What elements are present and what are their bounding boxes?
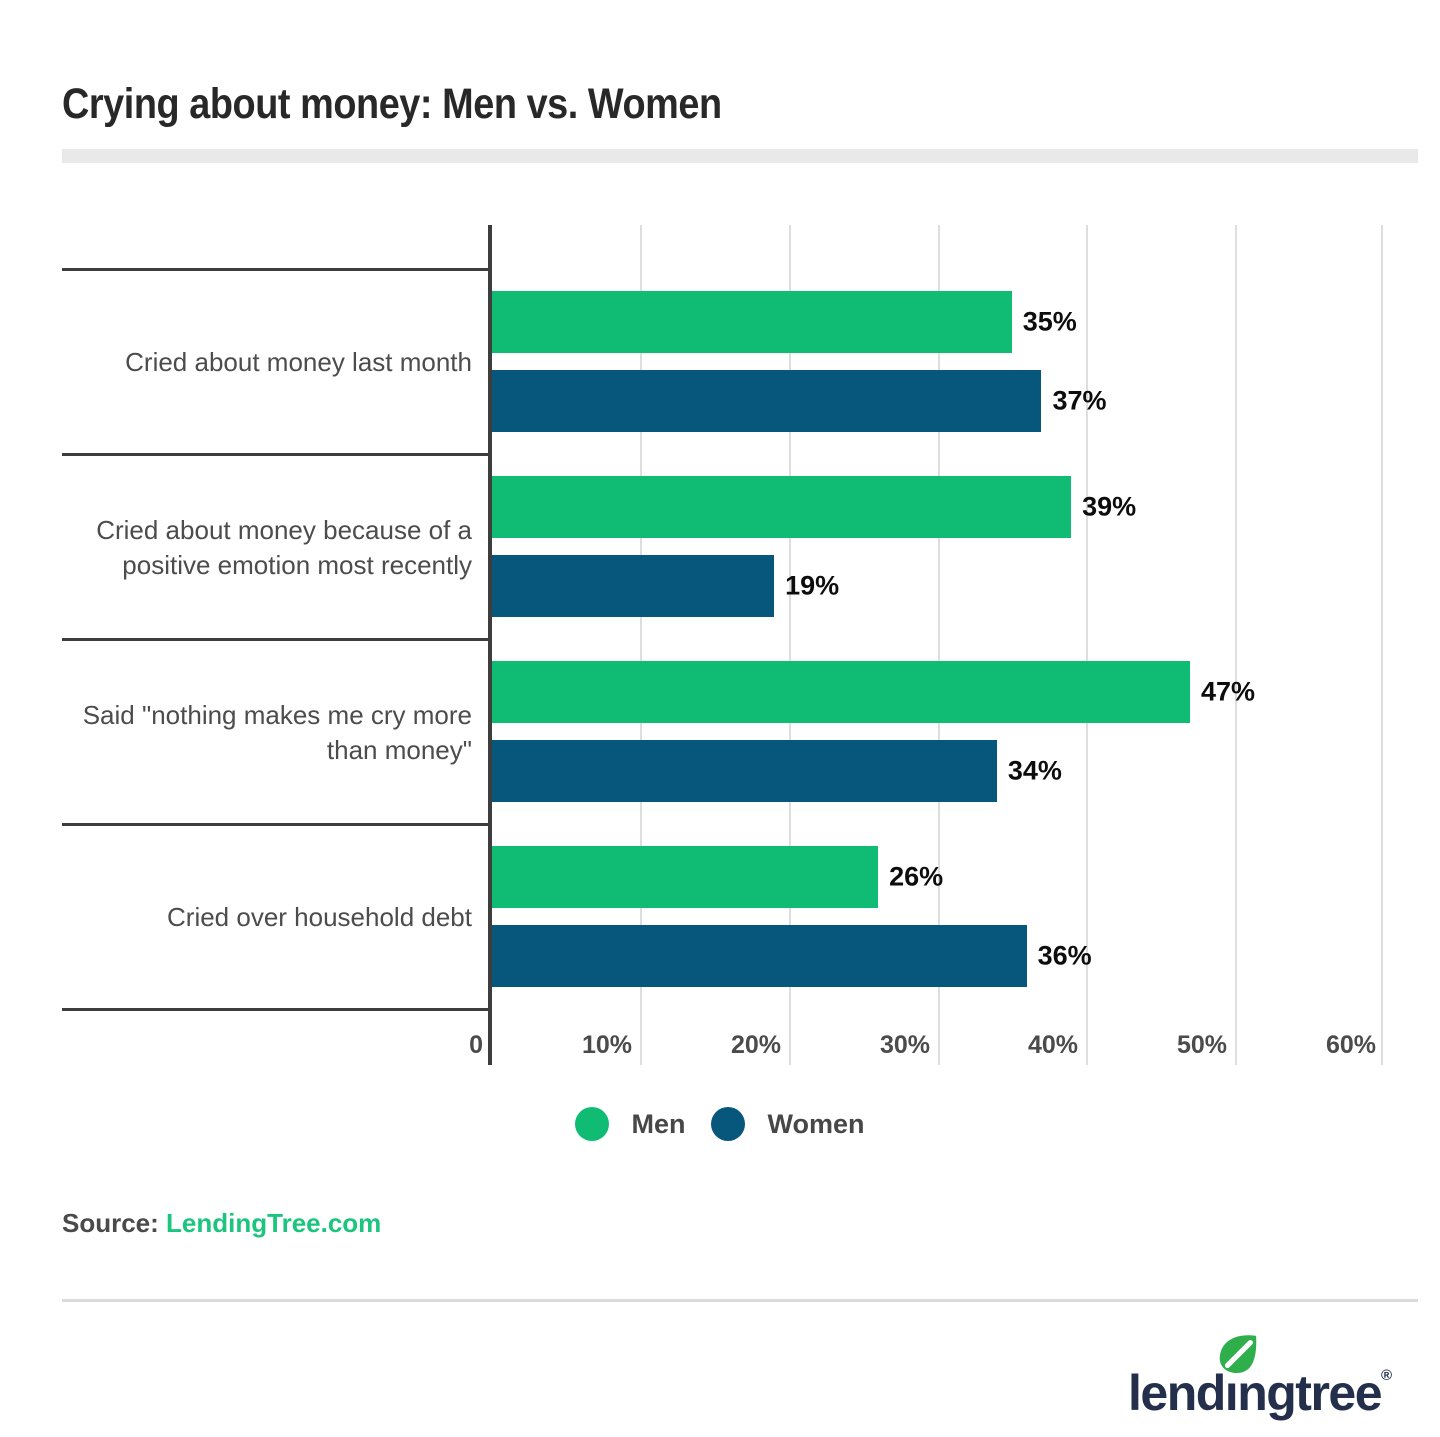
legend-item-men: Men xyxy=(575,1107,685,1141)
bar-row: 39% 19% xyxy=(492,455,1383,640)
women-swatch-icon xyxy=(711,1107,746,1141)
y-axis-line xyxy=(488,225,492,1065)
x-tick-label: 40% xyxy=(1027,1031,1078,1059)
x-tick-label: 60% xyxy=(1325,1031,1376,1059)
category-divider-line xyxy=(62,453,490,456)
value-label: 36% xyxy=(1037,940,1092,971)
bar-women: 36% xyxy=(492,925,1092,987)
category-label: Cried over household debt xyxy=(167,902,472,933)
value-label: 26% xyxy=(889,861,944,892)
value-label: 34% xyxy=(1007,755,1062,786)
gridline-20pct xyxy=(788,225,791,1065)
source-line: Source: LendingTree.com xyxy=(62,1208,381,1239)
bar-women: 34% xyxy=(492,740,1062,802)
legend-item-women: Women xyxy=(711,1107,865,1141)
category-divider-line xyxy=(62,638,490,641)
logo-text-part2: ngtree xyxy=(1237,1365,1382,1421)
bar-men: 26% xyxy=(492,846,943,908)
category-label: Cried about money because of a positive … xyxy=(96,515,472,580)
value-label: 19% xyxy=(785,570,840,601)
x-tick-label: 30% xyxy=(879,1031,930,1059)
category-label: Said "nothing makes me cry more than mon… xyxy=(82,700,472,765)
category-divider-line xyxy=(62,1008,490,1011)
gridline-40pct xyxy=(1085,225,1088,1065)
x-tick-label: 0 xyxy=(469,1031,483,1059)
legend-label-men: Men xyxy=(631,1108,686,1139)
value-label: 37% xyxy=(1052,385,1107,416)
category-divider-line xyxy=(62,823,490,826)
bar-men: 47% xyxy=(492,661,1255,723)
category-divider-line xyxy=(62,268,490,271)
registered-mark: ® xyxy=(1381,1367,1393,1384)
men-swatch-icon xyxy=(575,1107,610,1141)
bar-row: 35% 37% xyxy=(492,270,1383,455)
source-prefix: Source: xyxy=(62,1208,167,1238)
legend: Men Women xyxy=(0,1106,1440,1142)
chart-title: Crying about money: Men vs. Women xyxy=(62,80,722,128)
bar-men: 35% xyxy=(492,291,1077,353)
title-underline-bar xyxy=(62,149,1418,163)
gridline-10pct xyxy=(640,225,643,1065)
bar-men: 39% xyxy=(492,476,1136,538)
x-tick-label: 20% xyxy=(730,1031,781,1059)
bottom-divider-rule xyxy=(62,1299,1418,1302)
gridline-60pct xyxy=(1381,225,1383,1065)
x-tick-label: 50% xyxy=(1176,1031,1227,1059)
gridline-30pct xyxy=(937,225,940,1065)
legend-label-women: Women xyxy=(767,1108,865,1139)
logo-text-part1: lend xyxy=(1128,1365,1226,1421)
bar-women: 37% xyxy=(492,370,1106,432)
bar-row: 26% 36% xyxy=(492,825,1383,1010)
bar-row: 47% 34% xyxy=(492,640,1383,825)
plot-area: 35% 37% 39% 19% 47% 34% 26% xyxy=(492,225,1383,1065)
x-tick-label: 10% xyxy=(581,1031,632,1059)
value-label: 39% xyxy=(1082,491,1137,522)
value-label: 35% xyxy=(1022,306,1077,337)
value-label: 47% xyxy=(1200,676,1255,707)
lendingtree-logo: lend ıngtree® xyxy=(1128,1335,1393,1422)
leaf-icon xyxy=(1219,1335,1257,1374)
gridline-50pct xyxy=(1234,225,1237,1065)
logo-dotless-i: ı xyxy=(1219,1335,1257,1421)
category-label: Cried about money last month xyxy=(125,347,472,378)
bar-women: 19% xyxy=(492,555,839,617)
source-link[interactable]: LendingTree.com xyxy=(166,1208,382,1238)
